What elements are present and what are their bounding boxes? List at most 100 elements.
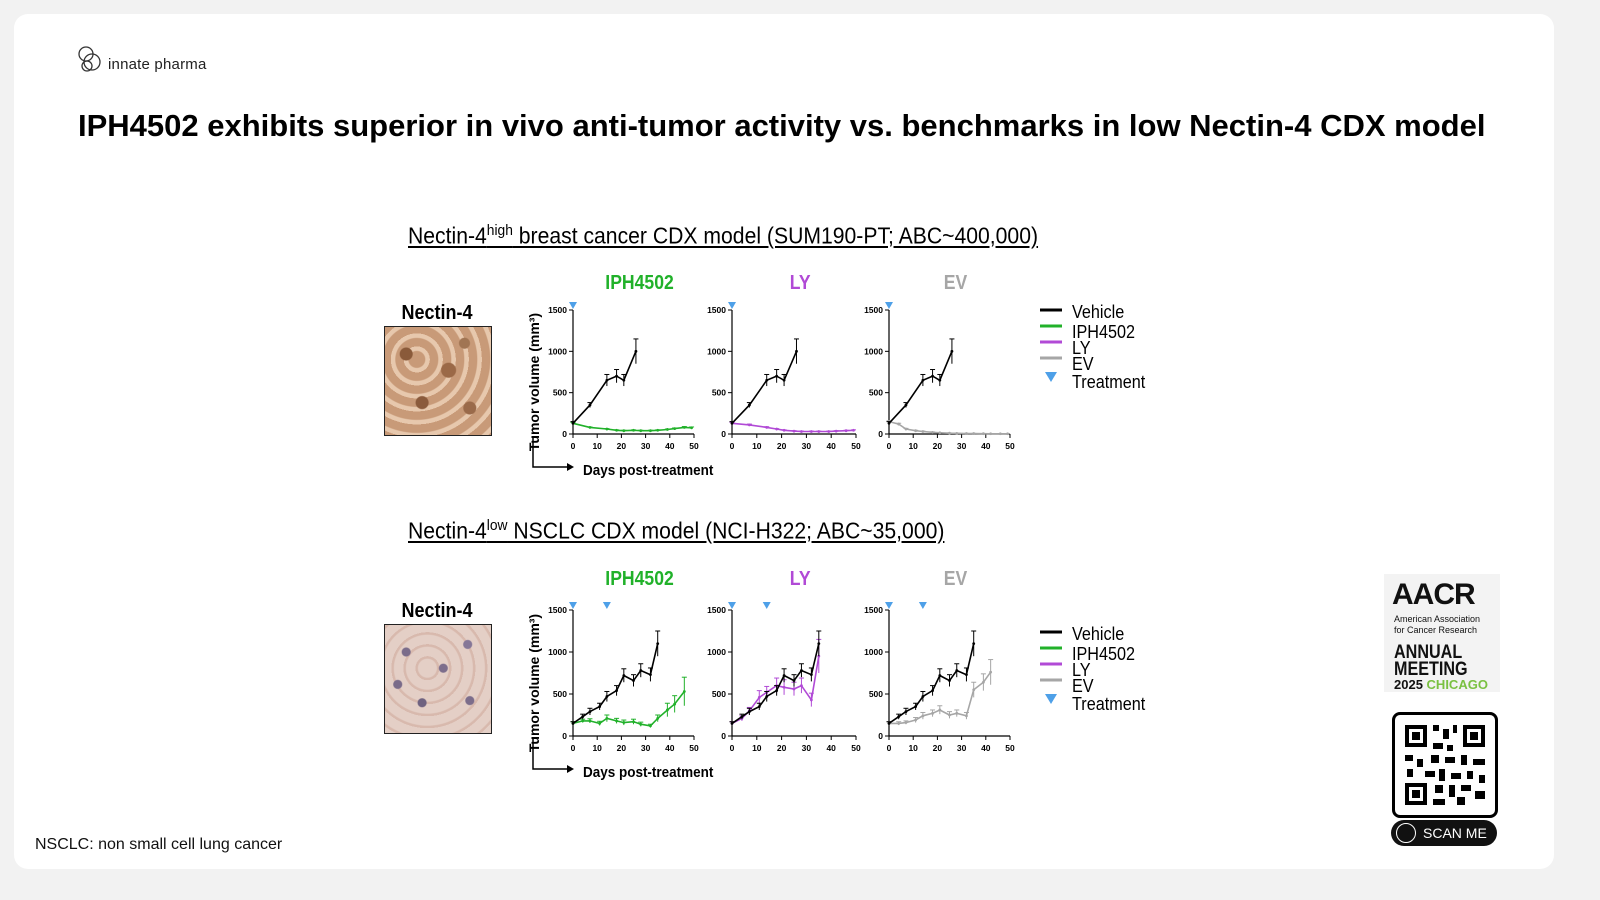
x-tick-label: 40 <box>981 441 991 451</box>
y-tick-label: 1000 <box>864 346 883 356</box>
x-tick-label: 50 <box>1005 441 1015 451</box>
slide: innate pharma IPH4502 exhibits superior … <box>14 14 1554 869</box>
linked-rings-icon <box>78 46 101 72</box>
series-line-ly <box>731 656 820 725</box>
data-point <box>904 427 908 431</box>
data-point <box>948 431 951 435</box>
data-point <box>989 432 993 436</box>
data-point <box>622 429 626 433</box>
chart-panel-iph4502-low: IPH4502 0 500 1000 1500 0 10 20 30 40 50 Tumor volu… <box>526 567 714 781</box>
scan-me-button[interactable]: SCAN ME <box>1391 820 1497 846</box>
data-point <box>965 432 968 435</box>
aacr-title: AACR <box>1392 578 1476 611</box>
data-point <box>817 430 821 433</box>
data-point <box>615 428 618 432</box>
data-point <box>938 708 942 712</box>
legend-markers-high <box>1040 308 1062 382</box>
data-point <box>649 429 652 433</box>
data-point <box>817 642 821 645</box>
treatment-marker <box>728 302 736 309</box>
data-point <box>757 705 761 708</box>
y-tick-label: 0 <box>562 731 567 741</box>
data-point <box>775 427 779 431</box>
data-point <box>605 427 609 431</box>
logo-text: innate pharma <box>108 56 207 73</box>
legend-low: Vehicle IPH4502 LY EV Treatment <box>1038 624 1178 724</box>
y-tick-label: 1500 <box>707 605 726 615</box>
data-point <box>605 695 609 698</box>
ihc-label-high: Nectin-4 <box>401 302 473 324</box>
data-point <box>665 708 669 712</box>
data-point <box>887 421 891 425</box>
y-tick-label: 0 <box>878 731 883 741</box>
data-point <box>588 719 592 723</box>
axis-corner-arrow <box>532 739 567 770</box>
x-tick-label: 20 <box>777 743 787 753</box>
data-point <box>690 426 693 430</box>
data-point <box>765 695 769 698</box>
data-point <box>588 710 592 714</box>
x-tick-label: 0 <box>571 441 576 451</box>
data-point <box>972 688 976 692</box>
data-point <box>914 429 918 433</box>
data-point <box>598 722 602 725</box>
data-point <box>800 430 803 433</box>
data-point <box>998 432 1002 436</box>
aacr-subtitle: American Association for Cancer Research <box>1394 614 1481 635</box>
data-point <box>649 673 652 677</box>
data-point <box>782 378 786 382</box>
y-tick-label: 0 <box>878 429 883 439</box>
data-point <box>948 679 951 682</box>
data-point <box>914 718 918 722</box>
panel-title: IPH4502 <box>605 271 673 293</box>
data-point <box>782 428 786 432</box>
data-point <box>765 425 769 429</box>
data-point <box>747 403 751 407</box>
series-line-vehicle <box>572 643 659 725</box>
data-point <box>795 349 798 353</box>
treatment-triangle-icon <box>1045 372 1057 382</box>
data-point <box>571 722 575 725</box>
treatment-marker <box>885 602 893 609</box>
series-line-ev <box>888 420 1008 435</box>
data-point <box>656 642 660 645</box>
legend-ly: LY <box>1072 660 1091 680</box>
data-point <box>673 427 677 431</box>
section-title-high: Nectin-4high breast cancer CDX model (SU… <box>408 222 1039 249</box>
y-tick-label: 500 <box>712 689 726 699</box>
data-point <box>682 690 686 693</box>
x-tick-label: 20 <box>617 441 627 451</box>
data-point <box>844 429 848 433</box>
data-point <box>639 722 643 726</box>
y-tick-label: 500 <box>553 388 567 398</box>
data-point <box>904 710 908 714</box>
x-tick-label: 40 <box>826 743 836 753</box>
x-axis-label: Days post-treatment <box>583 462 714 479</box>
qr-code[interactable] <box>1392 712 1498 818</box>
x-tick-label: 20 <box>617 743 627 753</box>
data-point <box>757 695 761 699</box>
x-tick-label: 20 <box>777 441 787 451</box>
x-tick-label: 10 <box>592 441 602 451</box>
qr-code-icon <box>1405 725 1485 805</box>
data-point <box>938 378 942 382</box>
chart-panel-ly-high: LY 0 500 1000 1500 0 10 20 30 40 50 <box>707 271 861 451</box>
panel-title: IPH4502 <box>605 567 673 589</box>
data-point <box>972 642 976 645</box>
data-point <box>673 702 677 706</box>
y-tick-label: 1000 <box>548 647 567 657</box>
data-point <box>955 711 959 715</box>
aacr-year-city: 2025 CHICAGO <box>1394 677 1488 692</box>
ihc-label-low: Nectin-4 <box>401 600 473 622</box>
x-tick-label: 20 <box>933 743 943 753</box>
ihc-image-low <box>384 624 492 734</box>
x-axis-label: Days post-treatment <box>583 764 714 781</box>
legend-iph4502: IPH4502 <box>1072 644 1136 664</box>
data-point <box>765 378 769 382</box>
legend-ev: EV <box>1072 354 1094 374</box>
x-tick-label: 10 <box>908 743 918 753</box>
chart-panel-ly-low: LY 0 500 1000 1500 0 10 20 30 40 50 <box>707 567 861 753</box>
data-point <box>639 429 643 433</box>
data-point <box>639 669 643 672</box>
data-point <box>897 722 901 725</box>
